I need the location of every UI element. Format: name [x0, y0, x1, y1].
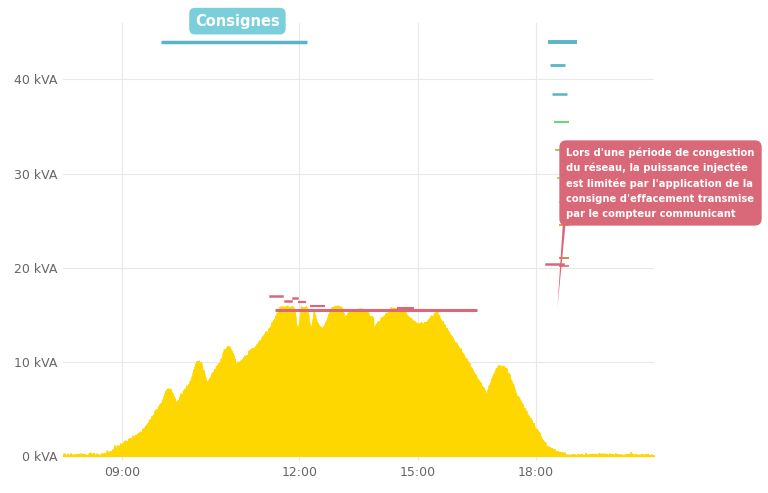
Text: Puissance injectée: Puissance injectée: [245, 399, 433, 418]
Text: Consignes: Consignes: [195, 14, 280, 29]
Text: Lors d'une période de congestion
du réseau, la puissance injectée
est limitée pa: Lors d'une période de congestion du rése…: [566, 147, 755, 218]
Polygon shape: [558, 169, 566, 307]
